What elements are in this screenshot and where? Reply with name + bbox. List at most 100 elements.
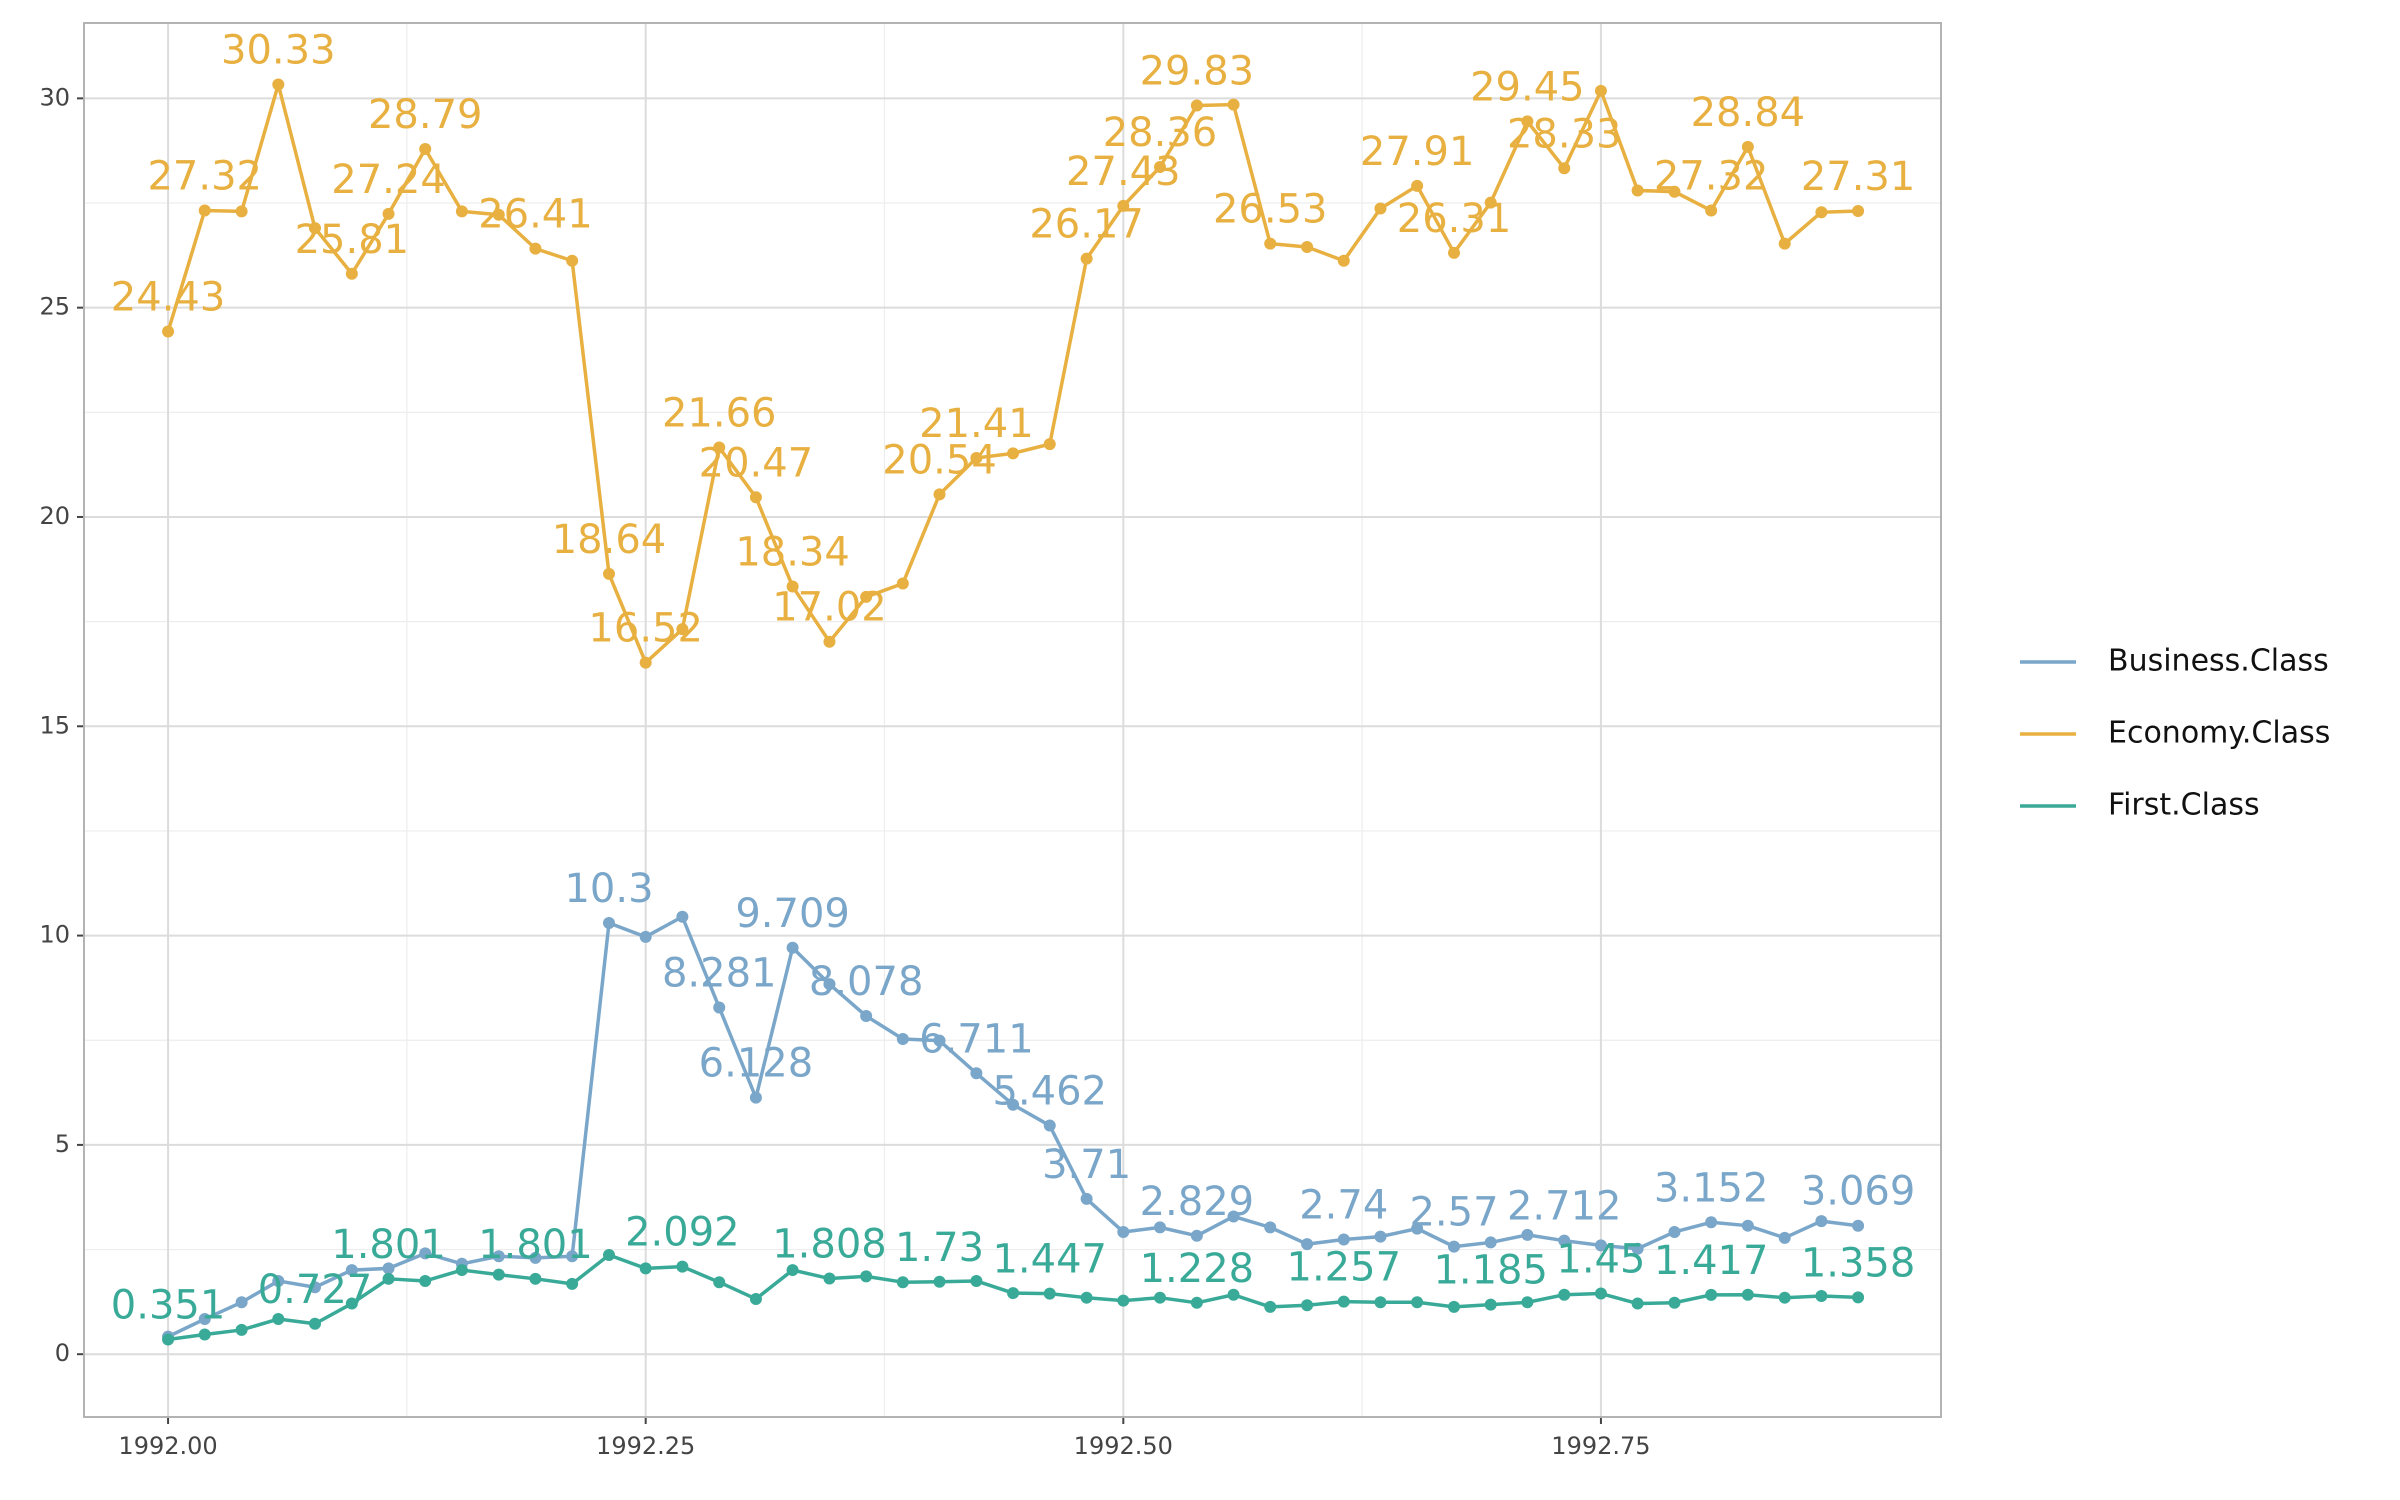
point [860,1010,873,1023]
point [823,635,836,648]
point [896,1032,909,1045]
point [933,1275,946,1288]
data-label: 2.712 [1507,1184,1622,1230]
point [1374,202,1387,215]
point [1264,1221,1277,1234]
point [1227,1210,1240,1223]
y-tick-label: 0 [55,1339,70,1367]
point [1043,1119,1056,1132]
point [1705,1216,1718,1229]
point [1852,204,1865,217]
point [1227,1288,1240,1301]
point [1337,1233,1350,1246]
point [1558,1288,1571,1301]
data-label: 0.727 [258,1267,373,1313]
y-tick-label: 25 [39,293,70,321]
point [1153,1291,1166,1304]
point [639,1262,652,1275]
data-label: 1.417 [1654,1238,1769,1284]
data-label: 16.52 [588,606,703,652]
point [345,1264,358,1277]
data-label: 21.66 [662,390,777,436]
point [1668,185,1681,198]
data-label: 17.02 [772,585,887,631]
data-label: 28.33 [1507,111,1622,157]
data-label: 9.709 [735,891,850,937]
point [455,1264,468,1277]
x-tick-label: 1992.00 [118,1432,217,1460]
data-label: 1.45 [1556,1237,1645,1283]
point [786,1264,799,1277]
point [1815,1290,1828,1303]
point [308,1317,321,1330]
point [1705,1288,1718,1301]
point [419,1274,432,1287]
data-label: 1.228 [1140,1246,1255,1292]
point [639,656,652,669]
point [970,451,983,464]
point [749,1292,762,1305]
data-label: 27.91 [1360,129,1475,175]
x-tick-label: 1992.75 [1551,1432,1650,1460]
point [603,567,616,580]
point [1521,115,1534,128]
data-label: 8.078 [809,959,924,1005]
point [529,1251,542,1264]
point [1484,1298,1497,1311]
point [1558,1234,1571,1247]
point [1411,1222,1424,1235]
point [1301,1299,1314,1312]
point [1778,1291,1791,1304]
point [492,1250,505,1263]
point [1301,1238,1314,1251]
point [1815,206,1828,219]
point [382,207,395,220]
point [1705,204,1718,217]
point [1190,1229,1203,1242]
point [786,941,799,954]
point [1374,1296,1387,1309]
data-label: 28.79 [368,92,483,138]
point [345,1297,358,1310]
data-label: 1.808 [772,1222,887,1268]
point [529,1272,542,1285]
point [198,204,211,217]
point [1117,1294,1130,1307]
data-label: 27.43 [1066,149,1181,195]
point [713,1001,726,1014]
point [1153,161,1166,174]
data-label: 1.801 [478,1222,593,1268]
legend-label: First.Class [2108,788,2260,823]
y-tick-label: 10 [39,921,70,949]
data-label: 0.351 [111,1283,226,1329]
data-label: 26.53 [1213,187,1328,233]
point [1043,438,1056,451]
point [455,205,468,218]
point [1448,1240,1461,1253]
point [1668,1296,1681,1309]
point [1815,1215,1828,1228]
point [235,1296,248,1309]
point [860,1270,873,1283]
data-label: 27.31 [1801,154,1916,200]
point [162,1333,175,1346]
point [1301,240,1314,253]
point [162,325,175,338]
point [749,1091,762,1104]
y-tick-label: 20 [39,502,70,530]
point [676,1260,689,1273]
point [823,978,836,991]
data-label: 21.41 [919,401,1034,447]
point [235,1323,248,1336]
point [272,1274,285,1287]
point [1264,1300,1277,1313]
point [1448,246,1461,259]
data-label: 6.711 [919,1016,1034,1062]
data-label: 26.17 [1029,202,1144,248]
point [566,254,579,267]
data-label: 20.47 [699,440,814,486]
data-label: 2.57 [1409,1190,1498,1236]
point [1741,140,1754,153]
point [603,917,616,930]
